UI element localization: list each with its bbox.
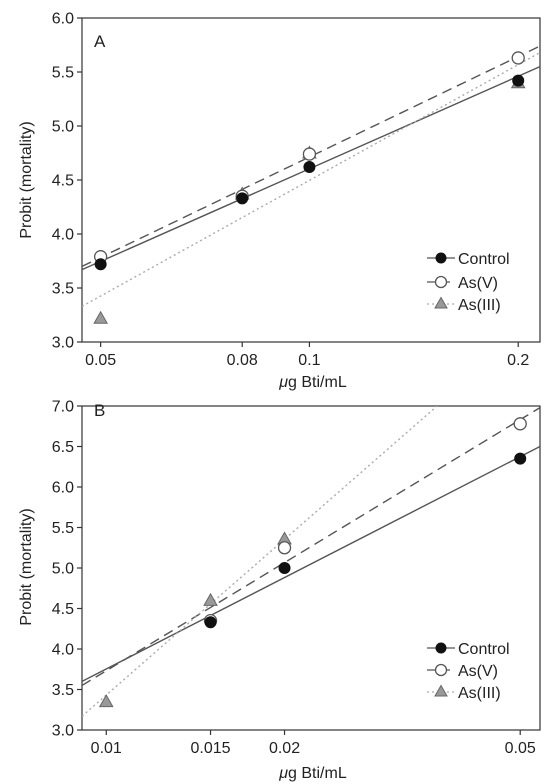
- point-asiii-b: [203, 592, 218, 606]
- y-tick-label-b: 6.0: [52, 480, 74, 497]
- panel-a: 3.0 3.5 4.0 4.5 5.0 5.5 6.0 0.05 0.08 0.1 0.2 A Pr…: [18, 11, 541, 391]
- point-control-a: [303, 161, 316, 174]
- y-tick-label-a: 5.0: [52, 119, 74, 136]
- point-asv-b: [513, 417, 527, 431]
- y-tick-label-b: 4.5: [52, 601, 74, 618]
- point-asiii-a: [93, 310, 108, 324]
- legend-a-asv-marker: [434, 275, 448, 289]
- legend-a-control-label: Control: [458, 251, 510, 268]
- y-tick-label-a: 5.5: [52, 65, 74, 82]
- legend-b-asv-label: As(V): [458, 663, 498, 680]
- point-control-a: [236, 192, 249, 205]
- legend-a-asv-label: As(V): [458, 275, 498, 292]
- y-tick-label-b: 7.0: [52, 399, 74, 416]
- x-tick-label-a: 0.2: [507, 352, 529, 369]
- legend-b-control-label: Control: [458, 641, 510, 658]
- y-tick-label-a: 3.0: [52, 335, 74, 352]
- x-tick-label-a: 0.1: [298, 352, 320, 369]
- point-asv-a: [302, 147, 317, 161]
- fit-lines-b: [82, 406, 540, 717]
- x-axis-title-a-prefix: μ: [278, 374, 288, 391]
- point-control-a: [94, 258, 107, 271]
- fit-line-dashed-b: [82, 407, 540, 687]
- legend-b-asiii-label: As(III): [458, 685, 501, 702]
- point-control-b: [278, 562, 291, 574]
- point-asiii-b: [98, 694, 114, 708]
- y-axis-title-a: Probit (mortality): [18, 121, 35, 238]
- point-asv-a: [511, 51, 525, 65]
- y-tick-label-b: 5.5: [52, 520, 74, 537]
- y-axis-title-b: Probit (mortality): [18, 508, 35, 625]
- fit-line-dotted-a: [82, 51, 540, 307]
- point-control-b: [204, 616, 217, 629]
- x-tick-label-b: 0.01: [91, 740, 122, 757]
- y-tick-label-b: 3.5: [52, 682, 74, 699]
- legend-b-control-marker: [435, 642, 447, 654]
- y-tick-label-a: 3.5: [52, 281, 74, 298]
- x-axis-title-b-prefix: μ: [278, 765, 288, 782]
- panel-b: 3.0 3.5 4.0 4.5 5.0 5.5 6.0 6.5 7.0 0.01 0.015 0.02…: [18, 399, 541, 782]
- y-tick-label-b: 6.5: [52, 439, 74, 456]
- x-axis-title-a: μg Bti/mL: [278, 374, 347, 391]
- point-asv-b: [277, 541, 292, 555]
- point-control-b: [514, 452, 527, 465]
- x-axis-title-a-rest: g Bti/mL: [288, 374, 347, 391]
- legend-b-asiii-marker: [434, 684, 448, 697]
- plot-area-b: 3.0 3.5 4.0 4.5 5.0 5.5 6.0 6.5 7.0 0.01 0.015 0.02…: [52, 399, 541, 757]
- x-tick-label-b: 0.015: [191, 740, 231, 757]
- legend-a-asiii-marker: [434, 296, 448, 309]
- panel-label-b: B: [94, 401, 105, 420]
- x-axis-title-b: μg Bti/mL: [278, 765, 347, 782]
- y-tick-label-b: 5.0: [52, 561, 74, 578]
- y-tick-label-b: 4.0: [52, 642, 74, 659]
- x-tick-label-a: 0.08: [227, 352, 258, 369]
- y-tick-label-a: 4.5: [52, 173, 74, 190]
- fit-line-solid-b: [82, 445, 540, 683]
- point-control-a: [512, 74, 525, 87]
- x-tick-label-b: 0.02: [269, 740, 300, 757]
- fit-line-dashed-a: [82, 45, 540, 268]
- y-tick-label-a: 6.0: [52, 11, 74, 28]
- legend-a-control-marker: [435, 252, 447, 264]
- x-tick-label-a: 0.05: [85, 352, 116, 369]
- y-tick-label-b: 3.0: [52, 723, 74, 740]
- panel-label-a: A: [94, 32, 106, 51]
- fit-line-dotted-b: [82, 406, 438, 717]
- plot-area-a: 3.0 3.5 4.0 4.5 5.0 5.5 6.0 0.05 0.08 0.1 0.2: [52, 11, 541, 369]
- legend-a-asiii-label: As(III): [458, 297, 501, 314]
- x-axis-title-b-rest: g Bti/mL: [288, 765, 347, 782]
- legend-b: Control As(V) As(III): [427, 641, 510, 702]
- x-tick-label-b: 0.05: [505, 740, 536, 757]
- legend-a: Control As(V) As(III): [427, 251, 510, 314]
- y-tick-label-a: 4.0: [52, 227, 74, 244]
- legend-b-asv-marker: [434, 663, 448, 677]
- plot-frame-b: [81, 405, 541, 731]
